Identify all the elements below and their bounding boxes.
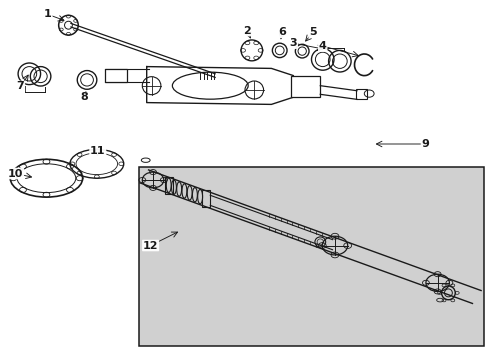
Bar bbox=[355, 89, 366, 99]
Text: 10: 10 bbox=[8, 168, 23, 179]
Bar bbox=[164, 177, 172, 194]
Polygon shape bbox=[146, 67, 293, 104]
Bar bbox=[290, 76, 320, 97]
Text: 3: 3 bbox=[289, 38, 297, 48]
Text: 12: 12 bbox=[142, 240, 158, 251]
Bar bbox=[202, 190, 209, 207]
Text: 7: 7 bbox=[17, 81, 24, 91]
Text: 1: 1 bbox=[44, 9, 52, 19]
Text: 5: 5 bbox=[308, 27, 316, 37]
Text: 11: 11 bbox=[90, 146, 105, 156]
Bar bbox=[105, 69, 127, 82]
Text: 8: 8 bbox=[80, 92, 88, 102]
Text: 2: 2 bbox=[243, 26, 251, 36]
Text: 4: 4 bbox=[318, 41, 326, 51]
Text: 9: 9 bbox=[421, 139, 428, 149]
Text: 6: 6 bbox=[278, 27, 285, 37]
Bar bbox=[139, 167, 483, 346]
